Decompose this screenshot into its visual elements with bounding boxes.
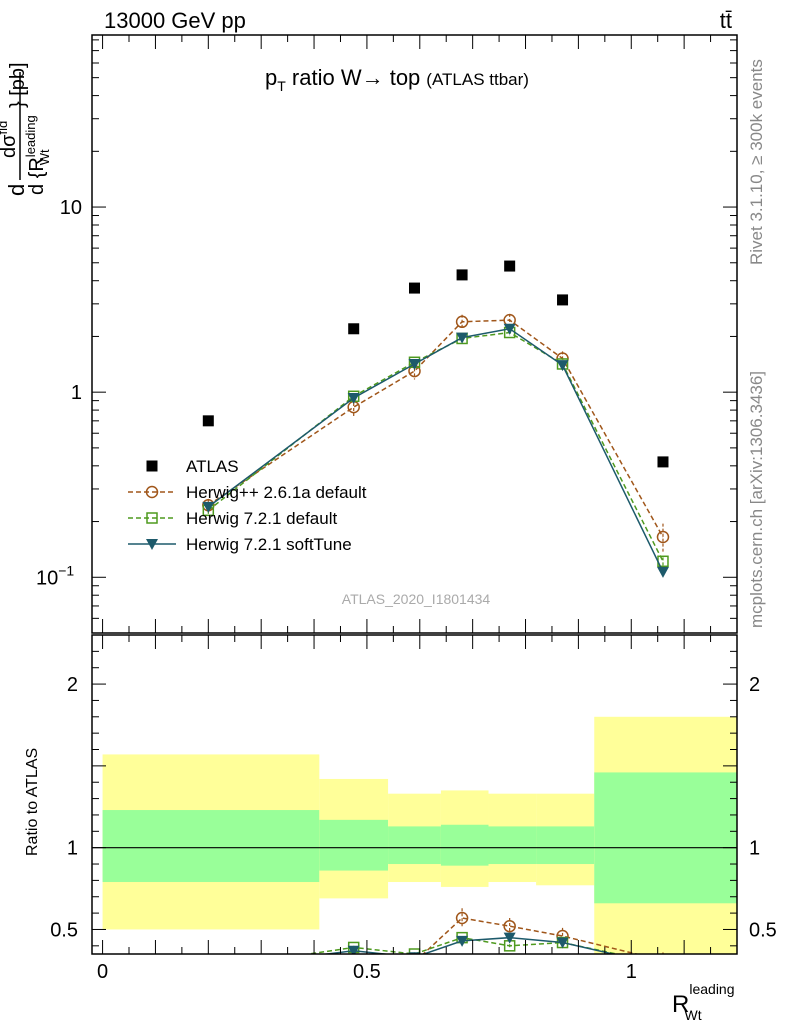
data-point: [347, 392, 360, 404]
x-tick-label: 0: [97, 961, 108, 983]
ratio-y-tick-label: 0.5: [50, 919, 78, 941]
data-point: [503, 323, 516, 335]
legend-label: Herwig 7.2.1 default: [186, 509, 337, 528]
ratio-point: [657, 955, 668, 966]
band-green-1: [319, 819, 389, 871]
data-point: [504, 260, 516, 272]
main-series: [202, 260, 670, 578]
data-point: [409, 282, 420, 294]
process-label: tt̄: [720, 8, 732, 33]
main-y-tick-label: 10: [60, 197, 82, 219]
x-axis-label: Rleading Wt: [672, 981, 735, 1023]
plot-title: pT ratio W→ top (ATLAS ttbar): [265, 65, 529, 94]
main-y-tick-label: 10−1: [36, 562, 74, 589]
ratio-point: [455, 911, 469, 925]
data-point: [557, 294, 569, 306]
ratio-bands: [92, 716, 737, 954]
data-point: [348, 323, 360, 335]
data-point: [455, 315, 469, 329]
legend-marker: [146, 512, 158, 524]
ratio-point: [657, 960, 669, 971]
ratio-point: [203, 964, 213, 974]
legend-label: Herwig 7.2.1 softTune: [186, 535, 352, 554]
data-point: [456, 269, 468, 281]
svg-text:d: d: [4, 184, 29, 196]
legend-item-1: Herwig++ 2.6.1a default: [128, 483, 367, 502]
rivet-label: Rivet 3.1.10, ≥ 300k events: [747, 59, 766, 265]
data-point: [202, 501, 215, 513]
ratio-point: [456, 935, 469, 947]
ratio-y-tick-label: 1: [67, 838, 78, 860]
data-point: [656, 566, 669, 578]
svg-text:d {RleadingWt: d {RleadingWt: [23, 115, 52, 195]
legend-marker: [145, 485, 159, 499]
svg-text:dσfid: dσfid: [0, 121, 20, 158]
main-y-label: d dσfid d {RleadingWt } [pb]: [0, 62, 52, 196]
ratio-point: [408, 948, 421, 954]
data-point: [408, 358, 421, 370]
main-frame: [91, 34, 738, 634]
ratio-point: [556, 937, 569, 949]
band-green-5: [536, 826, 595, 865]
ratio-point: [202, 964, 214, 975]
data-point: [456, 332, 469, 344]
band-green-0: [102, 810, 320, 883]
data-point: [657, 456, 669, 468]
data-point: [656, 530, 670, 544]
series-0: [202, 260, 669, 468]
axes: 10 1 10−1 0 0.5 1 2 2 1 1 0.5 0.5: [36, 34, 777, 983]
series-2: [202, 326, 669, 568]
data-point: [556, 360, 569, 372]
legend-item-3: Herwig 7.2.1 softTune: [128, 535, 352, 554]
svg-text:} [pb]: } [pb]: [7, 62, 29, 108]
ratio-point: [658, 959, 668, 969]
ratio-y-tick-label: 2: [67, 674, 78, 696]
ratio-series: [202, 908, 669, 975]
legend-marker: [146, 460, 158, 472]
legend-item-0: ATLAS: [146, 457, 239, 476]
x-tick-label: 0.5: [353, 961, 381, 983]
band-green-2: [388, 826, 441, 865]
band-green-6: [594, 772, 737, 904]
ratio-point: [409, 957, 420, 968]
ratio-point: [503, 932, 516, 944]
ratio-y-label: Ratio to ATLAS: [24, 748, 41, 856]
ratio-frame: [91, 634, 738, 955]
series-3: [202, 323, 669, 578]
legend-marker: [146, 539, 158, 550]
band-green-3: [440, 824, 489, 866]
ratio-point: [347, 945, 360, 954]
band-green-4: [488, 826, 537, 865]
ratio-y-tick-label-right: 1: [749, 838, 760, 860]
ratio-y-tick-label-right: 2: [749, 674, 760, 696]
legend-item-2: Herwig 7.2.1 default: [128, 509, 337, 528]
data-point: [202, 415, 214, 427]
main-y-tick-label: 1: [71, 382, 82, 404]
ratio-y-tick-label-right: 0.5: [749, 919, 777, 941]
legend-label: ATLAS: [186, 457, 239, 476]
ratio-point: [503, 919, 516, 933]
ratio-point: [203, 962, 214, 973]
legend-label: Herwig++ 2.6.1a default: [186, 483, 367, 502]
legend: ATLAS Herwig++ 2.6.1a default Herwig 7.2.1…: [128, 457, 367, 554]
mcplots-label: mcplots.cern.ch [arXiv:1306.3436]: [747, 371, 766, 628]
x-tick-label: 1: [626, 961, 637, 983]
energy-label: 13000 GeV pp: [104, 8, 246, 33]
analysis-watermark: ATLAS_2020_I1801434: [342, 591, 491, 607]
